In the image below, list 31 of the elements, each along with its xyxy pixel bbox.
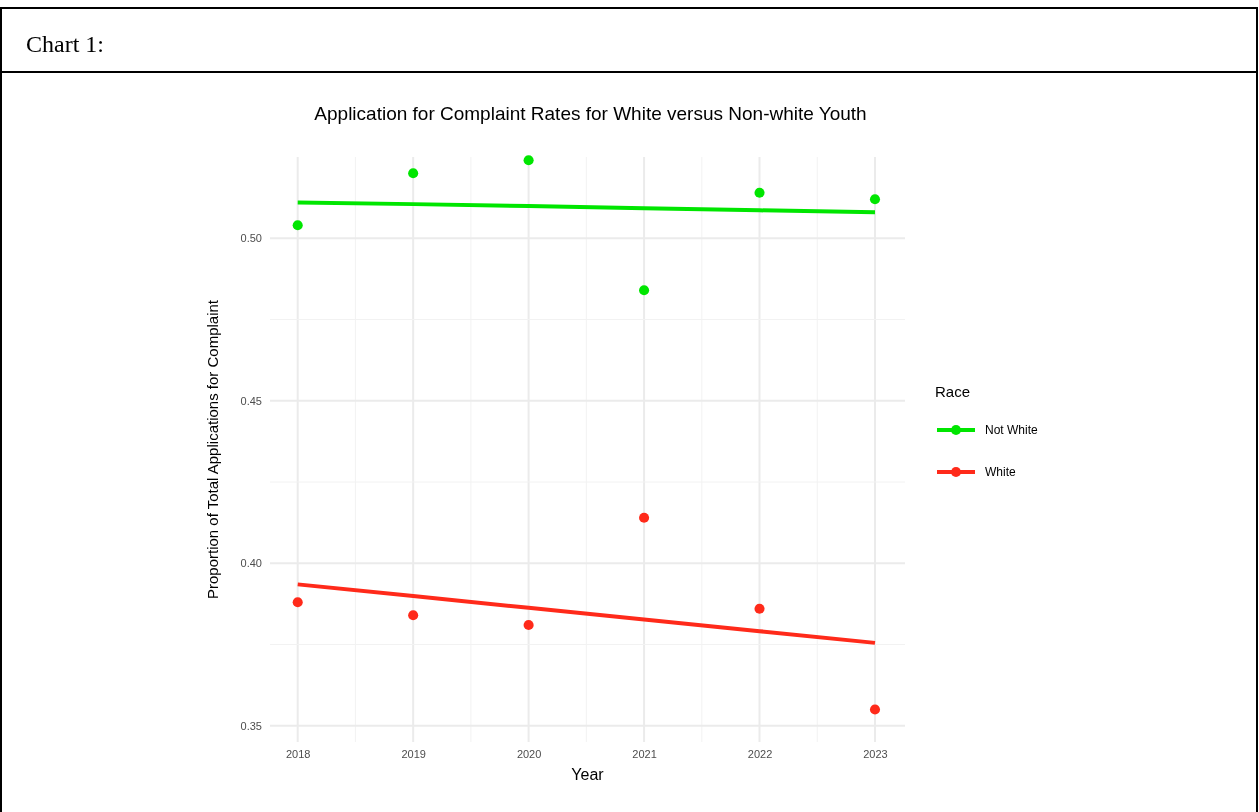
legend-label: White [985,465,1016,479]
y-tick-label: 0.40 [240,557,262,570]
line-series [295,582,877,645]
x-tick-label: 2019 [401,747,426,760]
line-series [295,200,877,215]
x-tick-label: 2023 [863,747,888,760]
x-tick-label: 2022 [747,747,773,760]
legend-title: Race [935,383,971,400]
legend-label: Not White [985,423,1039,437]
y-tick-label: 0.35 [240,719,262,732]
point [292,597,303,608]
x-tick-label: 2021 [632,747,657,760]
point [408,610,419,621]
point [292,220,303,231]
y-axis-title: Proportion of Total Applications for Complaint [204,299,221,600]
x-tick-label: 2018 [285,747,311,760]
point [869,704,881,715]
x-tick-label: 2020 [516,747,542,760]
point [754,187,765,198]
caption: Chart 1: [26,31,104,57]
point [408,168,419,179]
point [869,194,881,205]
point [639,285,650,296]
chart-title: Application for Complaint Rates for White versus Non-white Youth [314,103,867,124]
y-tick-label: 0.45 [240,394,262,407]
point [523,619,534,631]
y-tick-label: 0.50 [240,232,262,245]
point [754,603,765,614]
point [523,155,534,166]
x-axis-title: Year [571,766,605,783]
point [639,512,650,523]
